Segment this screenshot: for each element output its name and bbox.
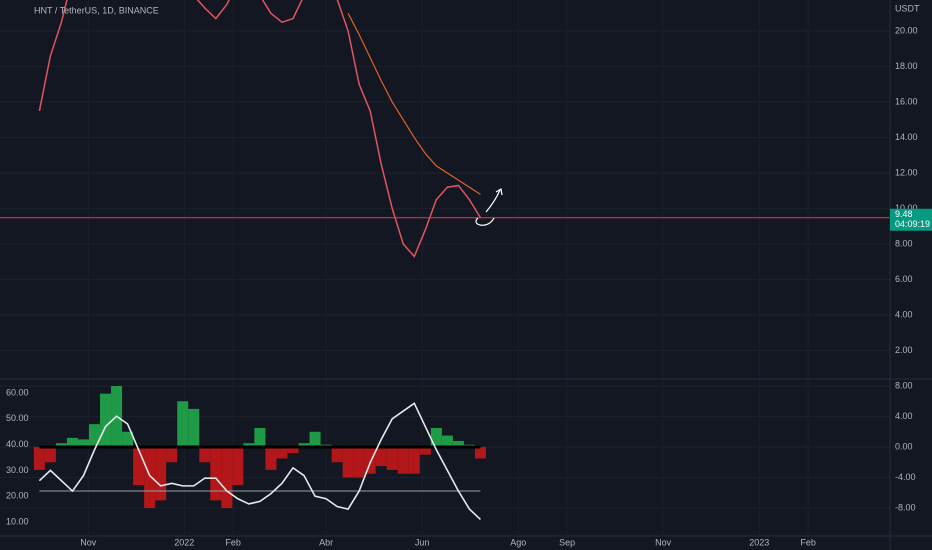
- x-tick-label: Abr: [319, 537, 333, 547]
- histogram-bar: [66, 437, 78, 448]
- histogram-bar: [254, 427, 266, 448]
- series-line: [38, 402, 481, 521]
- histogram-bar: [441, 435, 453, 448]
- symbol-label: HNT / TetherUS, 1D, BINANCE: [34, 5, 159, 15]
- histogram-bar: [100, 393, 112, 448]
- histogram-bar: [419, 447, 431, 455]
- series-line: [347, 13, 481, 195]
- price-tag-label: 9.48: [895, 209, 913, 219]
- histogram-bar: [89, 424, 101, 448]
- x-tick-label: Nov: [80, 537, 97, 547]
- y-tick-label: 14.00: [895, 132, 918, 142]
- y-tick-label: 20.00: [6, 491, 29, 501]
- x-tick-label: 2023: [749, 537, 769, 547]
- axis-unit: USDT: [895, 3, 920, 13]
- y-tick-label: 8.00: [895, 238, 913, 248]
- histogram-bar: [122, 431, 134, 448]
- drawing-annotation: [475, 188, 503, 226]
- histogram-bar: [309, 431, 321, 448]
- histogram-bar: [77, 439, 89, 448]
- y2-tick-label: -8.00: [895, 502, 916, 512]
- y2-tick-label: 8.00: [895, 380, 913, 390]
- grid: [0, 0, 890, 535]
- histogram-bar: [210, 447, 222, 501]
- y-tick-label: 30.00: [6, 465, 29, 475]
- histogram-bar: [397, 447, 409, 474]
- y-tick-label: 16.00: [895, 96, 918, 106]
- histogram-bar: [331, 447, 343, 463]
- y-tick-label: 60.00: [6, 387, 29, 397]
- histogram-bar: [177, 401, 189, 448]
- x-tick-label: Feb: [800, 537, 816, 547]
- histogram-bar: [364, 447, 376, 474]
- price-pane: [0, 0, 890, 258]
- histogram-bar: [353, 447, 365, 478]
- histogram-bar: [452, 440, 464, 448]
- x-tick-label: 2022: [174, 537, 194, 547]
- y2-tick-label: 4.00: [895, 411, 913, 421]
- histogram-bar: [386, 447, 398, 470]
- axes: Nov 2022 Feb Abr Jun Ago Sep Nov 2023 Feb 2.00 4.00…: [6, 25, 932, 547]
- y-tick-label: 20.00: [895, 25, 918, 35]
- histogram-bar: [375, 447, 387, 467]
- series-line: [38, 0, 482, 258]
- histogram-bar: [408, 447, 420, 474]
- y-tick-label: 18.00: [895, 61, 918, 71]
- histogram-bar: [430, 427, 442, 448]
- y2-tick-label: 0.00: [895, 441, 913, 451]
- histogram-bar: [221, 447, 233, 509]
- price-tag: [890, 208, 932, 231]
- y-tick-label: 10.00: [6, 516, 29, 526]
- x-tick-label: Ago: [510, 537, 526, 547]
- histogram-bar: [188, 408, 200, 448]
- histogram-bar: [55, 443, 67, 448]
- histogram-bar: [166, 447, 178, 463]
- histogram-bar: [33, 447, 45, 470]
- y-tick-label: 6.00: [895, 274, 913, 284]
- countdown-label: 04:09:19: [895, 219, 930, 229]
- oscillator-pane: [33, 386, 486, 521]
- histogram-bar: [199, 447, 211, 463]
- y-tick-label: 40.00: [6, 439, 29, 449]
- histogram-bar: [155, 447, 167, 501]
- histogram-bar: [342, 447, 354, 478]
- histogram-bar: [474, 447, 486, 459]
- histogram-bar: [133, 447, 145, 486]
- histogram-bar: [44, 447, 56, 463]
- histogram-bar: [298, 443, 310, 448]
- histogram-bar: [276, 447, 288, 459]
- y-tick-label: 10.00: [895, 203, 918, 213]
- histogram-bar: [265, 447, 277, 470]
- x-tick-label: Jun: [415, 537, 430, 547]
- histogram-bar: [144, 447, 156, 509]
- x-tick-label: Nov: [655, 537, 672, 547]
- y-tick-label: 50.00: [6, 413, 29, 423]
- x-tick-label: Feb: [225, 537, 241, 547]
- y-tick-label: 12.00: [895, 167, 918, 177]
- y-tick-label: 2.00: [895, 345, 913, 355]
- x-tick-label: Sep: [559, 537, 575, 547]
- histogram-bar: [232, 447, 244, 486]
- y-tick-label: 4.00: [895, 309, 913, 319]
- y2-tick-label: -4.00: [895, 472, 916, 482]
- histogram-bar: [243, 443, 255, 448]
- histogram-bar: [287, 447, 299, 454]
